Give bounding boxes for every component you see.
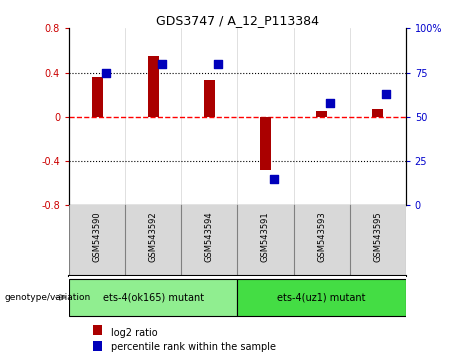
Text: percentile rank within the sample: percentile rank within the sample xyxy=(111,342,276,352)
FancyBboxPatch shape xyxy=(237,279,406,316)
Text: GSM543595: GSM543595 xyxy=(373,211,382,262)
Bar xyxy=(372,109,383,117)
FancyBboxPatch shape xyxy=(69,279,237,316)
Point xyxy=(382,91,390,97)
Bar xyxy=(93,325,102,335)
Title: GDS3747 / A_12_P113384: GDS3747 / A_12_P113384 xyxy=(156,14,319,27)
Text: ets-4(uz1) mutant: ets-4(uz1) mutant xyxy=(278,292,366,302)
Bar xyxy=(93,341,102,351)
Bar xyxy=(260,117,271,170)
Text: genotype/variation: genotype/variation xyxy=(5,293,91,302)
Point xyxy=(270,176,278,182)
Point xyxy=(214,61,221,67)
Point xyxy=(102,70,109,75)
Text: GSM543591: GSM543591 xyxy=(261,211,270,262)
Text: GSM543592: GSM543592 xyxy=(149,211,158,262)
Text: GSM543590: GSM543590 xyxy=(93,211,102,262)
Text: ets-4(ok165) mutant: ets-4(ok165) mutant xyxy=(103,292,204,302)
Text: log2 ratio: log2 ratio xyxy=(111,328,157,338)
Point xyxy=(326,100,334,105)
Text: GSM543594: GSM543594 xyxy=(205,211,214,262)
Bar xyxy=(92,77,103,117)
Bar xyxy=(204,80,215,117)
Bar xyxy=(316,111,327,117)
Point xyxy=(158,61,165,67)
Bar xyxy=(148,56,159,117)
Text: GSM543593: GSM543593 xyxy=(317,211,326,262)
